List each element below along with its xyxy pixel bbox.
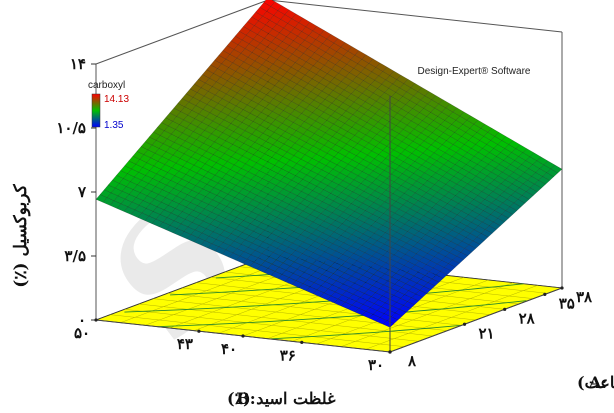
legend-max-label: 14.13 [104,94,129,105]
legend-min-label: 1.35 [104,120,124,131]
b-tick-mark [300,340,304,344]
z-tick-label: ۱۴ [70,55,86,73]
b-tick-mark [94,318,98,322]
color-legend: carboxyl 14.13 1.35 [88,80,129,131]
a-axis-prefix: A: [588,373,607,392]
a-tick-mark [560,286,564,290]
a-tick-label: ۲۱ [478,324,494,342]
b-tick-mark [197,329,201,333]
z-axis-title: کربوکسیل (٪) [11,183,31,287]
z-tick-label: ۷ [77,183,87,201]
a-tick-mark [503,307,507,311]
z-tick-label: ۰ [78,311,86,329]
b-tick-label: ۴۰ [221,340,237,358]
b-tick-label: ۴۳ [177,335,193,353]
b-tick-label: ۳۶ [280,346,296,364]
z-tick-label: ۱۰/۵ [56,119,86,137]
software-label: Design-Expert® Software [418,66,531,77]
b-tick-label: ۳۰ [368,356,384,374]
response-surface [95,0,563,328]
z-axis: ۰ ۳/۵ ۷ ۱۰/۵ ۱۴ [56,55,96,329]
z-tick-label: ۳/۵ [64,247,86,265]
a-axis: ۸ ۲۱ ۲۸ ۳۵ ۳۸ [388,286,593,370]
a-axis-title: زمان (ساعت) [577,373,614,393]
a-tick-mark [543,292,547,296]
a-tick-label: ۲۸ [519,309,536,327]
legend-title: carboxyl [88,80,125,91]
b-axis-prefix: B: [236,389,255,408]
b-tick-mark [241,334,245,338]
a-tick-mark [462,322,467,326]
a-tick-label: ۳۸ [576,288,593,306]
a-tick-label: ۳۵ [559,294,575,312]
legend-color-bar [91,93,101,128]
b-tick-label: ۵۰ [74,324,90,342]
a-tick-label: ۸ [407,352,417,370]
b-tick-mark [388,350,392,354]
b-axis: ۳۰ ۳۶ ۴۰ ۴۳ ۵۰ [74,318,392,374]
b-axis-title: غلظت اسید (٪) [227,389,336,408]
